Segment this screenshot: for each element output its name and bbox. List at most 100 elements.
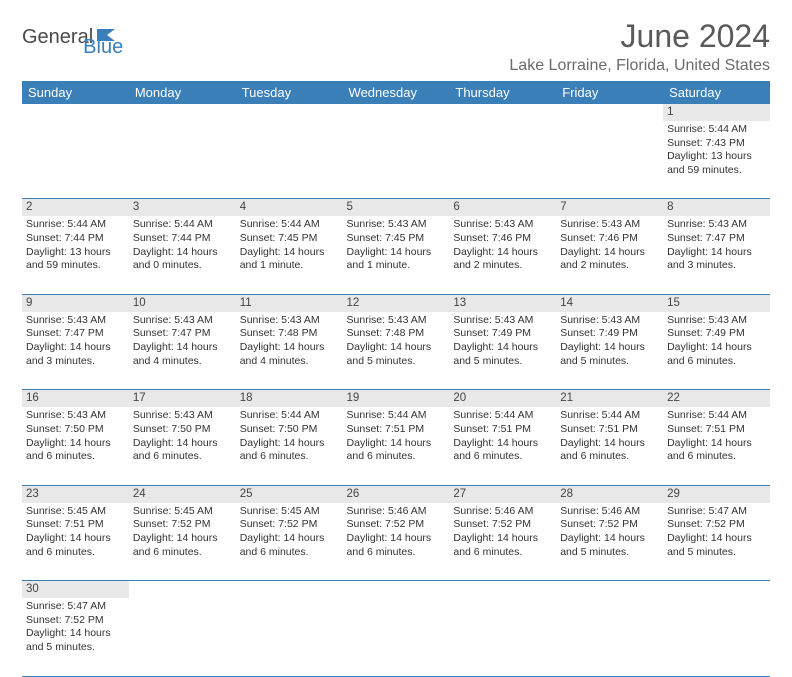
day-number-cell [556, 104, 663, 121]
calendar-day-cell: Sunrise: 5:44 AMSunset: 7:51 PMDaylight:… [449, 407, 556, 485]
calendar-day-cell: Sunrise: 5:43 AMSunset: 7:50 PMDaylight:… [129, 407, 236, 485]
daynum-row: 1 [22, 104, 770, 121]
calendar-day-cell: Sunrise: 5:44 AMSunset: 7:51 PMDaylight:… [663, 407, 770, 485]
day-number-cell: 5 [343, 199, 450, 216]
calendar-week-row: Sunrise: 5:43 AMSunset: 7:50 PMDaylight:… [22, 407, 770, 485]
calendar-day-cell: Sunrise: 5:43 AMSunset: 7:47 PMDaylight:… [22, 312, 129, 390]
day-details: Sunrise: 5:43 AMSunset: 7:47 PMDaylight:… [133, 314, 232, 369]
day-number-cell: 24 [129, 485, 236, 502]
calendar-day-cell: Sunrise: 5:44 AMSunset: 7:43 PMDaylight:… [663, 121, 770, 199]
calendar-day-cell [663, 598, 770, 676]
day-number-cell [343, 581, 450, 598]
calendar-day-cell [343, 598, 450, 676]
daynum-row: 30 [22, 581, 770, 598]
day-number-cell [22, 104, 129, 121]
day-number-cell [129, 104, 236, 121]
day-details: Sunrise: 5:43 AMSunset: 7:48 PMDaylight:… [240, 314, 339, 369]
calendar-day-cell: Sunrise: 5:45 AMSunset: 7:52 PMDaylight:… [129, 503, 236, 581]
day-details: Sunrise: 5:45 AMSunset: 7:52 PMDaylight:… [133, 505, 232, 560]
calendar-day-cell: Sunrise: 5:46 AMSunset: 7:52 PMDaylight:… [556, 503, 663, 581]
calendar-day-cell [449, 121, 556, 199]
day-number-cell: 6 [449, 199, 556, 216]
calendar-day-cell: Sunrise: 5:43 AMSunset: 7:46 PMDaylight:… [449, 216, 556, 294]
logo: General Blue [22, 26, 161, 49]
day-details: Sunrise: 5:44 AMSunset: 7:45 PMDaylight:… [240, 218, 339, 273]
calendar-day-cell [556, 121, 663, 199]
daynum-row: 16171819202122 [22, 390, 770, 407]
calendar-day-cell: Sunrise: 5:43 AMSunset: 7:49 PMDaylight:… [556, 312, 663, 390]
day-number-cell: 22 [663, 390, 770, 407]
day-number-cell: 3 [129, 199, 236, 216]
day-details: Sunrise: 5:44 AMSunset: 7:51 PMDaylight:… [667, 409, 766, 464]
day-number-cell: 19 [343, 390, 450, 407]
calendar-week-row: Sunrise: 5:44 AMSunset: 7:44 PMDaylight:… [22, 216, 770, 294]
day-number-cell: 29 [663, 485, 770, 502]
day-details: Sunrise: 5:45 AMSunset: 7:52 PMDaylight:… [240, 505, 339, 560]
day-number-cell [663, 581, 770, 598]
calendar-day-cell: Sunrise: 5:43 AMSunset: 7:45 PMDaylight:… [343, 216, 450, 294]
daynum-row: 23242526272829 [22, 485, 770, 502]
day-number-cell: 15 [663, 294, 770, 311]
calendar-table: SundayMondayTuesdayWednesdayThursdayFrid… [22, 81, 770, 677]
day-number-cell: 10 [129, 294, 236, 311]
day-number-cell: 30 [22, 581, 129, 598]
day-number-cell: 17 [129, 390, 236, 407]
day-number-cell: 28 [556, 485, 663, 502]
calendar-day-cell: Sunrise: 5:43 AMSunset: 7:46 PMDaylight:… [556, 216, 663, 294]
weekday-header: Friday [556, 81, 663, 104]
calendar-day-cell: Sunrise: 5:43 AMSunset: 7:49 PMDaylight:… [663, 312, 770, 390]
day-details: Sunrise: 5:45 AMSunset: 7:51 PMDaylight:… [26, 505, 125, 560]
day-details: Sunrise: 5:44 AMSunset: 7:43 PMDaylight:… [667, 123, 766, 178]
day-number-cell: 7 [556, 199, 663, 216]
day-number-cell: 26 [343, 485, 450, 502]
day-number-cell [556, 581, 663, 598]
day-number-cell: 2 [22, 199, 129, 216]
calendar-day-cell [343, 121, 450, 199]
day-details: Sunrise: 5:46 AMSunset: 7:52 PMDaylight:… [560, 505, 659, 560]
calendar-day-cell: Sunrise: 5:44 AMSunset: 7:44 PMDaylight:… [22, 216, 129, 294]
day-details: Sunrise: 5:43 AMSunset: 7:50 PMDaylight:… [26, 409, 125, 464]
day-number-cell: 20 [449, 390, 556, 407]
calendar-day-cell: Sunrise: 5:47 AMSunset: 7:52 PMDaylight:… [663, 503, 770, 581]
calendar-day-cell: Sunrise: 5:43 AMSunset: 7:48 PMDaylight:… [236, 312, 343, 390]
day-details: Sunrise: 5:43 AMSunset: 7:48 PMDaylight:… [347, 314, 446, 369]
day-details: Sunrise: 5:43 AMSunset: 7:49 PMDaylight:… [453, 314, 552, 369]
title-block: June 2024 Lake Lorraine, Florida, United… [509, 18, 770, 75]
day-number-cell: 1 [663, 104, 770, 121]
day-details: Sunrise: 5:44 AMSunset: 7:51 PMDaylight:… [453, 409, 552, 464]
calendar-day-cell: Sunrise: 5:44 AMSunset: 7:50 PMDaylight:… [236, 407, 343, 485]
day-details: Sunrise: 5:43 AMSunset: 7:49 PMDaylight:… [560, 314, 659, 369]
day-details: Sunrise: 5:44 AMSunset: 7:51 PMDaylight:… [347, 409, 446, 464]
day-number-cell: 8 [663, 199, 770, 216]
calendar-day-cell: Sunrise: 5:43 AMSunset: 7:48 PMDaylight:… [343, 312, 450, 390]
day-number-cell: 11 [236, 294, 343, 311]
day-details: Sunrise: 5:43 AMSunset: 7:45 PMDaylight:… [347, 218, 446, 273]
day-number-cell: 21 [556, 390, 663, 407]
day-number-cell [236, 581, 343, 598]
day-details: Sunrise: 5:44 AMSunset: 7:51 PMDaylight:… [560, 409, 659, 464]
day-details: Sunrise: 5:43 AMSunset: 7:46 PMDaylight:… [560, 218, 659, 273]
calendar-day-cell: Sunrise: 5:46 AMSunset: 7:52 PMDaylight:… [449, 503, 556, 581]
calendar-day-cell: Sunrise: 5:44 AMSunset: 7:45 PMDaylight:… [236, 216, 343, 294]
day-details: Sunrise: 5:43 AMSunset: 7:49 PMDaylight:… [667, 314, 766, 369]
daynum-row: 9101112131415 [22, 294, 770, 311]
weekday-header: Wednesday [343, 81, 450, 104]
calendar-body: 1 Sunrise: 5:44 AMSunset: 7:43 PMDaylight… [22, 104, 770, 676]
calendar-day-cell: Sunrise: 5:43 AMSunset: 7:47 PMDaylight:… [129, 312, 236, 390]
calendar-day-cell: Sunrise: 5:45 AMSunset: 7:51 PMDaylight:… [22, 503, 129, 581]
calendar-day-cell: Sunrise: 5:43 AMSunset: 7:50 PMDaylight:… [22, 407, 129, 485]
day-number-cell [449, 104, 556, 121]
calendar-day-cell: Sunrise: 5:44 AMSunset: 7:51 PMDaylight:… [556, 407, 663, 485]
calendar-day-cell [129, 598, 236, 676]
logo-text-sub: Blue [83, 36, 123, 58]
day-details: Sunrise: 5:44 AMSunset: 7:44 PMDaylight:… [26, 218, 125, 273]
daynum-row: 2345678 [22, 199, 770, 216]
calendar-day-cell [129, 121, 236, 199]
weekday-header: Saturday [663, 81, 770, 104]
day-number-cell: 13 [449, 294, 556, 311]
day-number-cell [343, 104, 450, 121]
day-number-cell [449, 581, 556, 598]
calendar-day-cell [22, 121, 129, 199]
day-number-cell: 23 [22, 485, 129, 502]
day-details: Sunrise: 5:47 AMSunset: 7:52 PMDaylight:… [667, 505, 766, 560]
